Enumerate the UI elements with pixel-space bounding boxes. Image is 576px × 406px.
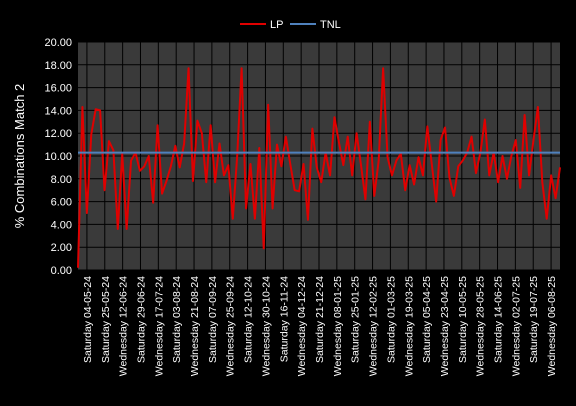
x-tick-label: Wednesday 21-08-24 <box>189 276 201 376</box>
y-tick-label: 16.00 <box>44 83 72 95</box>
x-tick-label: Saturday 14-06-25 <box>493 276 505 363</box>
x-tick-label: Wednesday 28-05-25 <box>475 276 487 376</box>
x-tick-label: Saturday 25-01-25 <box>350 276 362 363</box>
x-tick-label: Saturday 03-08-24 <box>171 276 183 363</box>
x-tick-label: Saturday 07-09-24 <box>207 276 219 363</box>
series-line-lp <box>77 67 561 268</box>
x-tick-label: Saturday 12-10-24 <box>243 276 255 363</box>
x-tick-label: Wednesday 19-03-25 <box>403 276 415 376</box>
series-layer <box>77 67 561 268</box>
x-tick-label: Wednesday 02-07-25 <box>510 276 522 376</box>
y-tick-label: 14.00 <box>44 105 72 117</box>
y-axis-title: % Combinations Match 2 <box>12 84 27 229</box>
x-tick-label: Saturday 19-07-25 <box>528 276 540 363</box>
legend[interactable]: LP TNL <box>240 19 341 31</box>
x-axis-ticks: Saturday 04-05-24 Saturday 25-05-24 Wednes… <box>82 276 558 376</box>
x-tick-label: Wednesday 25-09-24 <box>225 276 237 376</box>
y-tick-label: 0.00 <box>51 265 72 277</box>
x-tick-label: Saturday 04-05-24 <box>82 276 94 363</box>
legend-tnl-label: TNL <box>320 19 341 31</box>
y-tick-label: 18.00 <box>44 60 72 72</box>
x-tick-label: Saturday 21-12-24 <box>314 276 326 363</box>
y-axis-ticks: 0.00 2.00 4.00 6.00 8.00 10.00 12.00 14.00 16.00… <box>44 37 72 277</box>
x-tick-label: Wednesday 30-10-24 <box>260 276 272 376</box>
x-tick-label: Wednesday 06-08-25 <box>546 276 558 376</box>
y-tick-label: 10.00 <box>44 151 72 163</box>
y-tick-label: 2.00 <box>51 242 72 254</box>
x-tick-label: Saturday 16-11-24 <box>278 276 290 362</box>
y-tick-label: 8.00 <box>51 174 72 186</box>
x-tick-label: Wednesday 23-04-25 <box>439 276 451 376</box>
y-tick-label: 20.00 <box>44 37 72 49</box>
x-tick-label: Saturday 10-05-25 <box>457 276 469 363</box>
x-tick-label: Wednesday 04-12-24 <box>296 276 308 376</box>
y-tick-label: 6.00 <box>51 197 72 209</box>
x-tick-label: Saturday 25-05-24 <box>100 276 112 363</box>
x-tick-label: Saturday 01-03-25 <box>385 276 397 363</box>
x-tick-label: Wednesday 12-06-24 <box>118 276 130 376</box>
x-tick-label: Wednesday 17-07-24 <box>153 276 165 376</box>
legend-lp-label: LP <box>270 19 283 31</box>
x-tick-label: Wednesday 12-02-25 <box>368 276 380 376</box>
x-tick-label: Saturday 29-06-24 <box>135 276 147 363</box>
y-tick-label: 12.00 <box>44 128 72 140</box>
x-tick-label: Wednesday 08-01-25 <box>332 276 344 376</box>
x-tick-label: Saturday 05-04-25 <box>421 276 433 363</box>
y-tick-label: 4.00 <box>51 219 72 231</box>
